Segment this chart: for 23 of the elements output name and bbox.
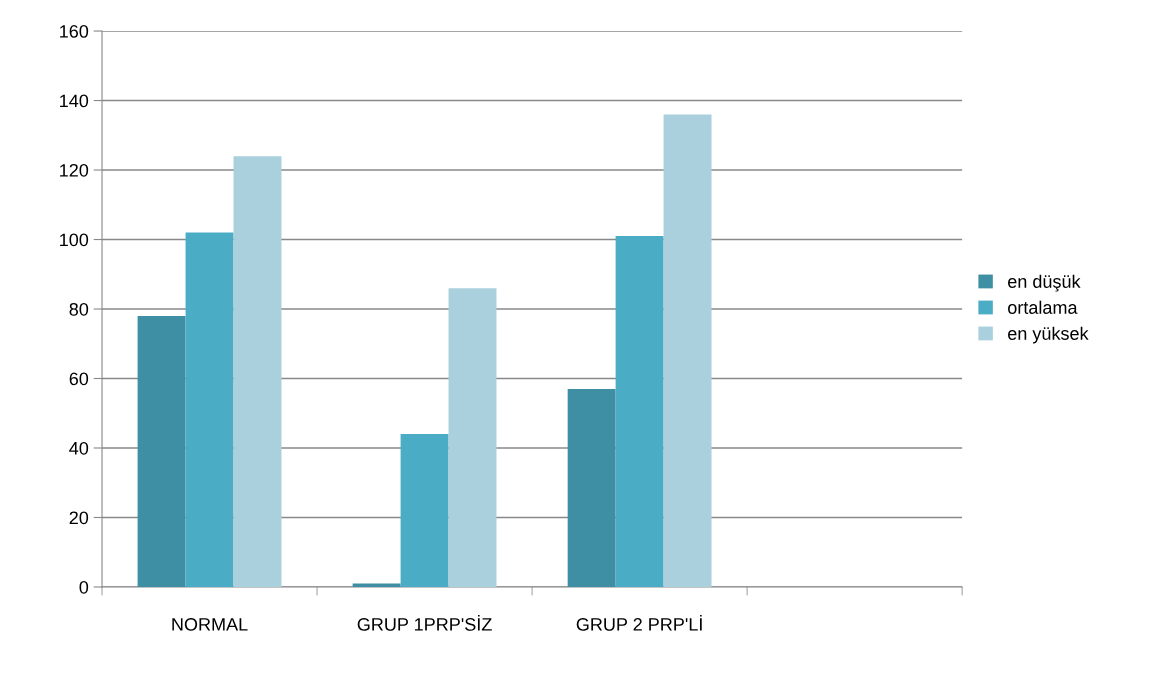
bar bbox=[400, 434, 449, 587]
y-tick-label: 60 bbox=[69, 372, 89, 386]
y-tick-label: 0 bbox=[79, 580, 89, 594]
bar bbox=[137, 315, 186, 587]
y-tick-label: 140 bbox=[60, 94, 89, 108]
legend-label: en düşük bbox=[1008, 274, 1081, 292]
y-tick-label: 40 bbox=[69, 441, 89, 455]
bar bbox=[567, 388, 616, 587]
x-tick-label: NORMAL bbox=[172, 618, 248, 631]
y-tick-label: 20 bbox=[69, 511, 89, 525]
legend-label: en yüksek bbox=[1008, 326, 1089, 344]
x-tick-label: GRUP 1PRP'SİZ bbox=[357, 615, 492, 631]
legend-label: ortalama bbox=[1008, 300, 1078, 314]
bar bbox=[448, 288, 497, 587]
y-tick-label: 80 bbox=[69, 302, 89, 316]
y-tick-label: 120 bbox=[60, 163, 89, 177]
y-tick-label: 160 bbox=[60, 24, 89, 38]
x-tick-label: GRUP 2 PRP'Lİ bbox=[576, 615, 702, 631]
y-tick-label: 100 bbox=[60, 233, 89, 247]
bar bbox=[663, 114, 712, 587]
bar bbox=[233, 156, 282, 587]
bar bbox=[185, 232, 234, 587]
bar bbox=[615, 236, 664, 587]
